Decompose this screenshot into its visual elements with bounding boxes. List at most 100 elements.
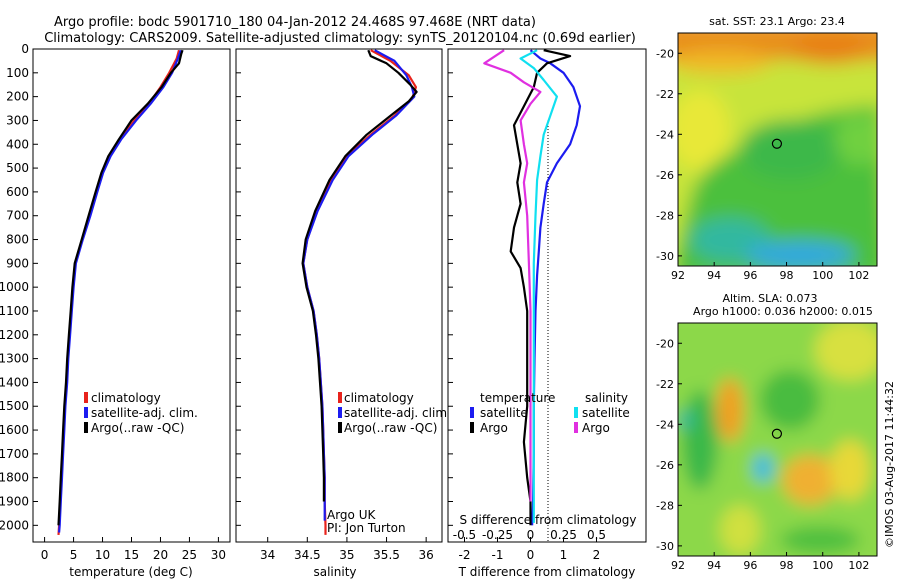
sla-cyan-eddy bbox=[753, 454, 773, 482]
sst-green-eddy bbox=[740, 120, 840, 180]
sst-map-panel: sat. SST: 23.1 Argo: 23.4 92 94 96 98 100 102… bbox=[656, 15, 878, 282]
lat-tick-label: -24 bbox=[656, 128, 674, 141]
x-tick-label: 35.5 bbox=[373, 548, 400, 562]
lon-tick-label: 94 bbox=[707, 269, 721, 282]
y-tick-label: 1200 bbox=[0, 328, 29, 342]
s-difference-label: S difference from climatology bbox=[460, 513, 637, 527]
x-tick-label: 10 bbox=[95, 548, 110, 562]
sst-yellow-west bbox=[678, 90, 730, 170]
sla-map-title: Altim. SLA: 0.073 bbox=[722, 292, 817, 305]
depth-axis: 0 100 200 300 400 500 600 700 800 900 1000 1100 1200… bbox=[0, 42, 38, 532]
x-tick-label: 36 bbox=[419, 548, 434, 562]
legend-label-argo: Argo(..raw -QC) bbox=[344, 421, 437, 435]
temperature-plot-frame bbox=[32, 48, 231, 543]
temperature-xlabel: temperature (deg C) bbox=[69, 565, 192, 579]
legend-swatch-argo bbox=[338, 422, 342, 433]
difference-panel: -2 -1 0 1 2 S difference from climatology -0… bbox=[447, 48, 647, 579]
pi-annotation: PI: Jon Turton bbox=[327, 521, 406, 535]
lat-tick-label: -28 bbox=[656, 499, 674, 512]
sla-teal-dot bbox=[678, 410, 693, 430]
y-tick-label: 200 bbox=[6, 90, 29, 104]
legend-label-argo: Argo(..raw -QC) bbox=[91, 421, 184, 435]
y-tick-label: 2000 bbox=[0, 518, 29, 532]
lat-tick-label: -30 bbox=[656, 250, 674, 263]
x-tick-label: 5 bbox=[70, 548, 78, 562]
s-tick-label: 0 bbox=[527, 528, 535, 542]
legend-swatch-temp-argo bbox=[470, 422, 474, 433]
legend-label-sal-argo: Argo bbox=[582, 421, 610, 435]
y-tick-label: 700 bbox=[6, 209, 29, 223]
salinity-xlabel: salinity bbox=[313, 565, 356, 579]
lat-tick-label: -20 bbox=[656, 337, 674, 350]
x-tick-label: 2 bbox=[593, 548, 601, 562]
legend-swatch-climatology bbox=[338, 392, 342, 403]
legend-swatch-climatology bbox=[84, 392, 88, 403]
sla-map-axes: 92 94 96 98 100 102 -20 -22 -24 -26 -28 -30 bbox=[656, 337, 869, 572]
x-tick-label: 34.5 bbox=[294, 548, 321, 562]
profile-line-salinity-satellite bbox=[519, 49, 559, 523]
y-tick-label: 1100 bbox=[0, 304, 29, 318]
argo-location-marker bbox=[771, 428, 783, 439]
x-tick-label: 15 bbox=[124, 548, 139, 562]
y-tick-label: 300 bbox=[6, 113, 29, 127]
sst-warm-tongue bbox=[678, 50, 770, 74]
y-tick-label: 1600 bbox=[0, 423, 29, 437]
sla-yellow-ne bbox=[815, 323, 877, 380]
sla-green-west bbox=[682, 390, 718, 490]
lon-tick-label: 98 bbox=[780, 269, 794, 282]
salinity-panel: 34 34.5 35 35.5 36 salinity climatology sate… bbox=[235, 48, 451, 579]
x-tick-label: 30 bbox=[211, 548, 226, 562]
lon-tick-label: 98 bbox=[780, 559, 794, 572]
y-tick-label: 100 bbox=[6, 66, 29, 80]
y-tick-label: 800 bbox=[6, 233, 29, 247]
temperature-profiles bbox=[57, 49, 184, 535]
legend-swatch-sal-satellite bbox=[574, 407, 578, 418]
lat-tick-label: -28 bbox=[656, 209, 674, 222]
profile-line-temperature-argo bbox=[509, 49, 572, 526]
lat-tick-label: -26 bbox=[656, 169, 674, 182]
temperature-x-axis: 0 5 10 15 20 25 30 bbox=[41, 537, 226, 562]
sla-orange-center bbox=[782, 455, 838, 505]
lat-tick-label: -24 bbox=[656, 418, 674, 431]
legend-swatch-temp-satellite bbox=[470, 407, 474, 418]
y-tick-label: 1700 bbox=[0, 447, 29, 461]
y-tick-label: 1400 bbox=[0, 375, 29, 389]
lat-tick-label: -20 bbox=[656, 47, 674, 60]
legend-swatch-satellite bbox=[338, 407, 342, 418]
header-line1: Argo profile: bodc 5901710_180 04-Jan-20… bbox=[54, 15, 536, 30]
y-tick-label: 500 bbox=[6, 161, 29, 175]
y-tick-label: 900 bbox=[6, 256, 29, 270]
temperature-panel: 0100200300400500600700800900100011001200… bbox=[0, 42, 231, 579]
x-tick-label: 34 bbox=[260, 548, 275, 562]
legend-salinity-title: salinity bbox=[585, 391, 628, 405]
difference-legend: temperature satellite Argo salinity sate… bbox=[470, 391, 630, 435]
s-tick-label: 0.5 bbox=[587, 528, 606, 542]
lat-tick-label: -22 bbox=[656, 88, 674, 101]
x-tick-label: 1 bbox=[560, 548, 568, 562]
x-tick-label: 0 bbox=[527, 548, 535, 562]
s-tick-label: -0.25 bbox=[482, 528, 513, 542]
float-owner-annotation: Argo UK bbox=[327, 508, 376, 522]
x-tick-label: 35 bbox=[339, 548, 354, 562]
sla-orange-west bbox=[716, 378, 744, 442]
salinity-profiles bbox=[301, 49, 418, 535]
sla-green-center bbox=[760, 370, 820, 430]
argo-location-marker bbox=[771, 138, 783, 149]
y-tick-label: 1900 bbox=[0, 495, 29, 509]
legend-label-sal-satellite: satellite bbox=[582, 406, 630, 420]
lon-tick-label: 92 bbox=[671, 559, 685, 572]
imos-credit: ©IMOS 03-Aug-2017 11:44:32 bbox=[883, 381, 896, 548]
legend-label-temp-satellite: satellite bbox=[480, 406, 528, 420]
salinity-depth-ticks bbox=[236, 48, 241, 526]
legend-swatch-satellite bbox=[84, 407, 88, 418]
sst-map-title: sat. SST: 23.1 Argo: 23.4 bbox=[709, 15, 845, 28]
legend-swatch-sal-argo bbox=[574, 422, 578, 433]
s-tick-label: -0.5 bbox=[453, 528, 476, 542]
s-tick-label: 0.25 bbox=[550, 528, 577, 542]
s-difference-ticks: -0.5 -0.25 0 0.25 0.5 bbox=[453, 528, 606, 542]
sla-field bbox=[678, 323, 877, 556]
sla-map-panel: Altim. SLA: 0.073 Argo h1000: 0.036 h200… bbox=[656, 292, 878, 572]
legend-label-satellite: satellite-adj. clim. bbox=[344, 406, 451, 420]
legend-swatch-argo bbox=[84, 422, 88, 433]
y-tick-label: 1500 bbox=[0, 399, 29, 413]
